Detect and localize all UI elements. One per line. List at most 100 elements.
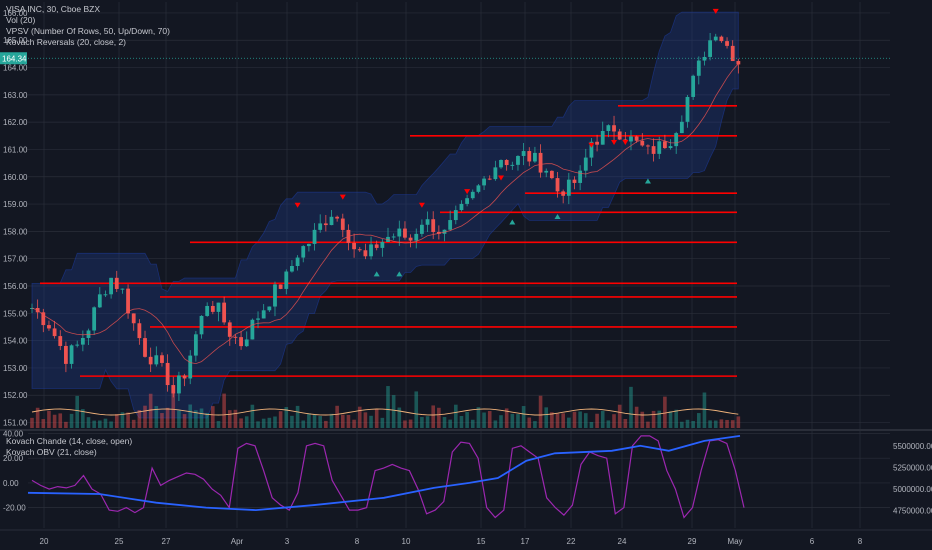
time-tick-label: 8 xyxy=(355,537,360,546)
volume-bar xyxy=(589,421,594,428)
volume-bar xyxy=(448,419,452,428)
candle-body xyxy=(188,355,193,379)
volume-bar xyxy=(685,419,690,428)
volume-bar xyxy=(499,415,503,428)
volume-bar xyxy=(459,415,464,428)
volume-bar xyxy=(357,406,362,428)
volume-bar xyxy=(261,418,266,428)
volume-bar xyxy=(278,411,283,428)
volume-bar xyxy=(482,412,486,428)
candle-body xyxy=(148,356,153,365)
candle-body xyxy=(374,244,379,248)
candle-body xyxy=(634,136,639,141)
volume-bar xyxy=(663,396,667,428)
candle-body xyxy=(679,121,684,134)
volume-bar xyxy=(708,420,712,428)
candle-body xyxy=(227,322,232,337)
reversal-down-marker xyxy=(611,140,618,145)
candle-body xyxy=(595,141,599,145)
candle-body xyxy=(137,323,142,339)
price-tick-label: 156.00 xyxy=(3,282,28,291)
volume-bar xyxy=(527,417,532,428)
volume-bar xyxy=(617,404,622,428)
volume-bar xyxy=(657,410,662,428)
candle-body xyxy=(92,307,97,331)
reversal-up-marker xyxy=(509,219,516,225)
volume-bar xyxy=(92,420,96,428)
candle-body xyxy=(708,40,712,57)
legend-kovach-chande[interactable]: Kovach Chande (14, close, open) xyxy=(6,436,133,446)
volatility-band xyxy=(31,11,739,419)
candle-body xyxy=(177,375,181,394)
candle-body xyxy=(510,164,515,166)
volume-bar xyxy=(216,421,221,428)
obv-tick-label: 5250000.00 xyxy=(893,464,932,473)
candle-body xyxy=(527,151,532,162)
oscillator-tick-label: -20.00 xyxy=(3,504,26,513)
volatility-band-area xyxy=(31,11,739,419)
volume-bar xyxy=(114,414,119,428)
candle-body xyxy=(380,241,385,248)
candle-body xyxy=(357,249,362,251)
candle-body xyxy=(736,61,741,65)
time-tick-label: 17 xyxy=(521,537,530,546)
volume-bar xyxy=(35,407,40,428)
volume-bar xyxy=(380,417,385,428)
candle-body xyxy=(30,308,34,310)
candle-body xyxy=(549,170,554,179)
volume-bar xyxy=(651,410,656,428)
volume-bar xyxy=(431,405,436,428)
candle-body xyxy=(244,339,249,347)
volume-bar xyxy=(205,412,209,428)
candle-body xyxy=(713,36,718,41)
candle-body xyxy=(329,216,334,226)
lower-pane xyxy=(27,435,745,519)
candle-body xyxy=(646,145,650,147)
price-axis[interactable]: 166.00 165.00 164.00 163.00 162.00 161.00 160.… xyxy=(3,9,932,516)
volume-bar xyxy=(493,420,498,428)
price-tick-label: 164.00 xyxy=(3,64,28,73)
price-tick-label: 160.00 xyxy=(3,173,28,182)
time-axis[interactable]: 20 25 27 Apr 3 8 10 15 17 22 24 29 May 6 8 xyxy=(40,537,863,546)
candle-body xyxy=(397,228,402,237)
candle-body xyxy=(533,152,537,162)
candle-body xyxy=(233,336,238,338)
candle-body xyxy=(612,125,616,132)
volume-bar xyxy=(64,421,68,428)
candle-body xyxy=(131,313,136,324)
candle-body xyxy=(572,179,577,183)
candle-body xyxy=(662,141,667,149)
volume-bar xyxy=(250,404,255,428)
candle-body xyxy=(165,362,170,386)
candle-body xyxy=(691,75,696,97)
volume-bar xyxy=(233,409,238,428)
candle-body xyxy=(340,218,345,230)
candle-body xyxy=(126,288,130,314)
candle-body xyxy=(120,288,125,290)
volume-bar xyxy=(403,420,407,428)
volume-bar xyxy=(425,416,430,428)
volume-bar xyxy=(143,405,147,428)
volume-bar xyxy=(454,404,458,428)
volume-bar xyxy=(696,413,701,428)
time-tick-label: 10 xyxy=(402,537,411,546)
volume-bar xyxy=(75,395,80,428)
volume-bar xyxy=(640,411,645,428)
volume-bar xyxy=(154,406,159,428)
time-tick-label: 22 xyxy=(567,537,576,546)
volume-bar xyxy=(307,413,311,428)
volume-bar xyxy=(476,407,481,428)
volume-bar xyxy=(516,414,520,428)
volume-bar xyxy=(414,391,419,428)
candle-body xyxy=(256,318,260,320)
volume-bar xyxy=(487,411,492,428)
candle-body xyxy=(250,319,255,340)
legend-kovach-obv[interactable]: Kovach OBV (21, close) xyxy=(6,447,97,457)
candle-body xyxy=(521,151,526,156)
volume-bar xyxy=(725,419,729,428)
candle-body xyxy=(600,131,605,145)
volume-bar xyxy=(719,419,724,428)
volume-bar xyxy=(346,414,351,428)
volume-bar xyxy=(634,406,639,428)
